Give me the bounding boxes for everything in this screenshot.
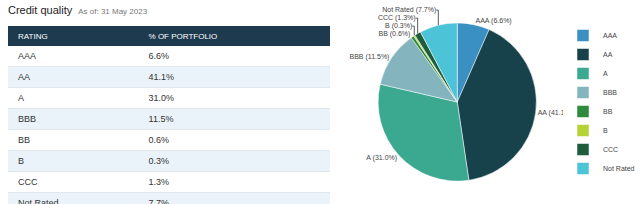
svg-text:BB: BB [603,108,613,115]
html-text:0.3%: 0.3% [148,156,170,166]
svg-text:Not Rated (7.7%): Not Rated (7.7%) [382,6,436,14]
html-text:As of: 31 May 2023: As of: 31 May 2023 [78,7,148,16]
html-text:11.5%: 11.5% [148,114,174,124]
html-text:BBB: BBB [18,114,36,124]
html-text:6.6%: 6.6% [148,51,170,61]
html-text:1.3%: 1.3% [148,177,170,187]
html-text:CCC: CCC [18,177,38,187]
html-text:0.6%: 0.6% [148,135,170,145]
svg-text:B: B [603,127,608,134]
svg-text:CCC (1.3%): CCC (1.3%) [378,14,416,22]
html-text:41.1%: 41.1% [148,72,175,82]
html-text:AAA: AAA [18,51,36,61]
html-text:B: B [18,156,24,166]
svg-text:AA (41.1%): AA (41.1%) [537,108,574,116]
svg-text:AAA: AAA [603,32,617,39]
html-text:RATING: RATING [18,31,48,41]
svg-text:AA: AA [603,51,613,58]
svg-text:Not Rated: Not Rated [603,165,635,172]
svg-text:BB (0.6%): BB (0.6%) [379,30,411,38]
svg-text:B (0.3%): B (0.3%) [385,22,412,30]
svg-text:CCC: CCC [603,146,618,153]
html-text:31.0%: 31.0% [148,93,175,103]
html-text:AA: AA [18,72,30,82]
html-text:% OF PORTFOLIO: % OF PORTFOLIO [148,31,218,41]
svg-text:AAA (6.6%): AAA (6.6%) [476,17,512,25]
html-text:Credit quality: Credit quality [8,4,73,16]
html-text:BB: BB [18,135,30,145]
svg-text:BBB: BBB [603,89,617,96]
html-text:A: A [18,93,24,103]
svg-text:BBB (11.5%): BBB (11.5%) [349,53,389,61]
svg-text:A: A [603,70,608,77]
svg-text:A (31.0%): A (31.0%) [366,154,397,162]
